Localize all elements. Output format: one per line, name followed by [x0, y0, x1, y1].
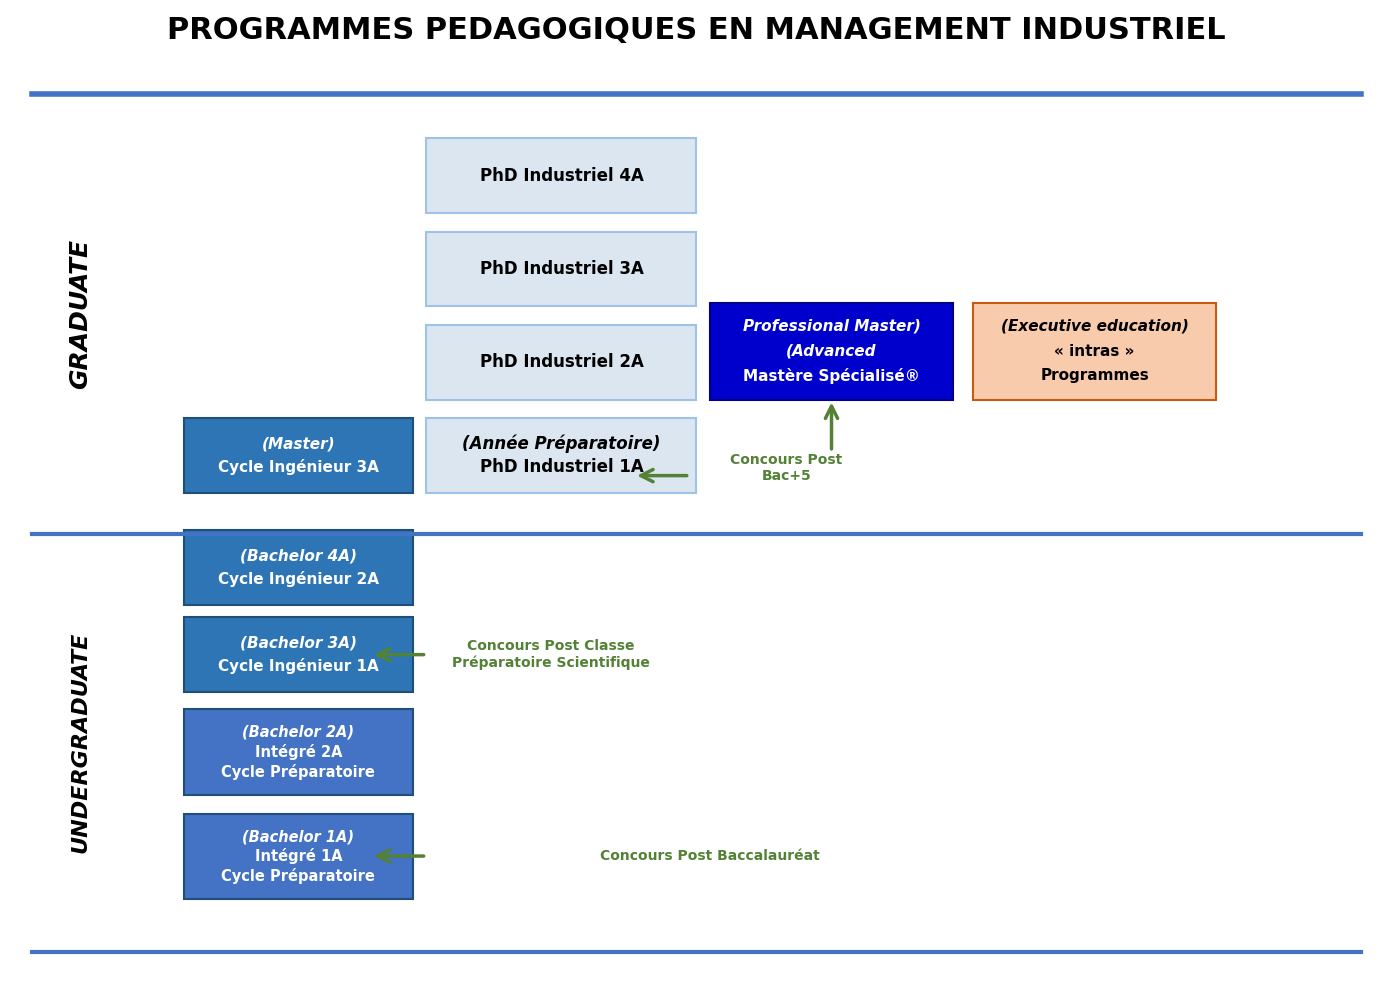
FancyBboxPatch shape — [184, 813, 412, 900]
Text: Intégré 2A: Intégré 2A — [255, 744, 343, 760]
Text: Professional Master): Professional Master) — [742, 319, 921, 334]
Text: (Année Préparatoire): (Année Préparatoire) — [462, 435, 660, 454]
Text: (Bachelor 1A): (Bachelor 1A) — [242, 829, 354, 844]
FancyBboxPatch shape — [426, 418, 696, 493]
Text: Cycle Ingénieur 3A: Cycle Ingénieur 3A — [217, 459, 379, 475]
Text: Concours Post Baccalauréat: Concours Post Baccalauréat — [599, 849, 819, 863]
FancyBboxPatch shape — [426, 138, 696, 213]
Text: UNDERGRADUATE: UNDERGRADUATE — [70, 632, 91, 853]
FancyBboxPatch shape — [710, 303, 953, 399]
FancyBboxPatch shape — [426, 231, 696, 306]
Text: Cycle Préparatoire: Cycle Préparatoire — [221, 764, 375, 780]
FancyBboxPatch shape — [184, 530, 412, 605]
Text: « intras »: « intras » — [1055, 344, 1135, 358]
Text: PhD Industriel 1A: PhD Industriel 1A — [479, 458, 644, 476]
Text: PhD Industriel 4A: PhD Industriel 4A — [479, 167, 644, 185]
Text: Concours Post Classe
Préparatoire Scientifique: Concours Post Classe Préparatoire Scient… — [453, 639, 651, 670]
Text: Intégré 1A: Intégré 1A — [255, 848, 343, 865]
FancyBboxPatch shape — [184, 618, 412, 692]
Text: PROGRAMMES PEDAGOGIQUES EN MANAGEMENT INDUSTRIEL: PROGRAMMES PEDAGOGIQUES EN MANAGEMENT IN… — [167, 16, 1226, 45]
Text: GRADUATE: GRADUATE — [68, 238, 92, 389]
Text: Concours Post
Bac+5: Concours Post Bac+5 — [730, 453, 843, 484]
Text: PhD Industriel 3A: PhD Industriel 3A — [479, 260, 644, 278]
Text: (Bachelor 3A): (Bachelor 3A) — [240, 636, 357, 650]
Text: (Bachelor 4A): (Bachelor 4A) — [240, 548, 357, 564]
Text: (Executive education): (Executive education) — [1000, 319, 1188, 334]
Text: Programmes: Programmes — [1041, 368, 1149, 383]
Text: Cycle Ingénieur 2A: Cycle Ingénieur 2A — [217, 571, 379, 587]
Text: PhD Industriel 2A: PhD Industriel 2A — [479, 354, 644, 371]
FancyBboxPatch shape — [974, 303, 1216, 399]
Text: (Bachelor 2A): (Bachelor 2A) — [242, 725, 354, 740]
Text: Cycle Préparatoire: Cycle Préparatoire — [221, 868, 375, 884]
FancyBboxPatch shape — [184, 418, 412, 493]
FancyBboxPatch shape — [426, 325, 696, 399]
Text: (Master): (Master) — [262, 437, 336, 452]
FancyBboxPatch shape — [184, 709, 412, 794]
Text: (Advanced: (Advanced — [786, 344, 876, 358]
Text: Cycle Ingénieur 1A: Cycle Ingénieur 1A — [219, 658, 379, 674]
Text: Mastère Spécialisé®: Mastère Spécialisé® — [742, 367, 919, 383]
